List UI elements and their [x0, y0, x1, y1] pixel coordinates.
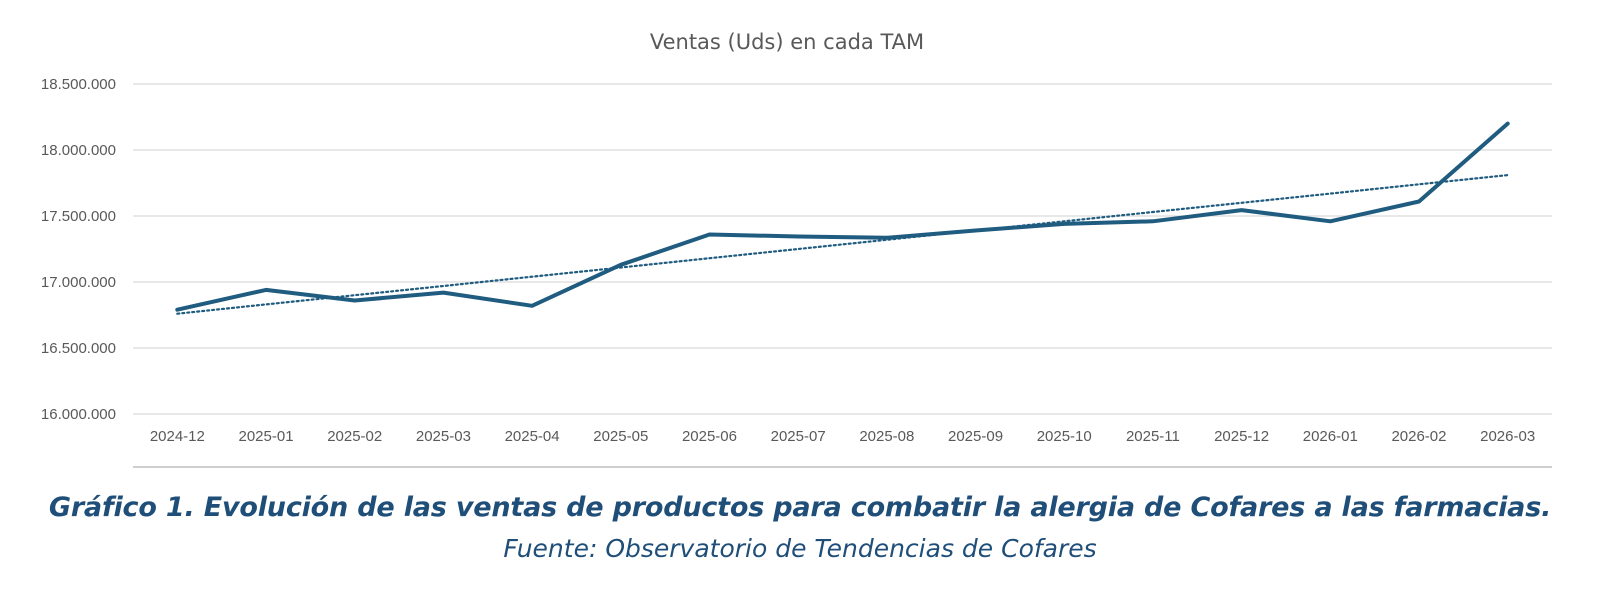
- y-tick-label: 17.000.000: [41, 274, 116, 291]
- x-tick-label: 2026-03: [1480, 428, 1535, 445]
- x-tick-label: 2025-01: [239, 428, 294, 445]
- data-point: [1328, 219, 1332, 223]
- x-tick-label: 2024-12: [150, 428, 205, 445]
- line-chart: Ventas (Uds) en cada TAM 16.000.000 16.50…: [41, 30, 1552, 468]
- x-tick-label: 2026-01: [1303, 428, 1358, 445]
- data-point: [1240, 208, 1244, 212]
- x-tick-label: 2025-08: [859, 428, 914, 445]
- x-tick-label: 2025-05: [593, 428, 648, 445]
- x-tick-label: 2026-02: [1391, 428, 1446, 445]
- x-tick-label: 2025-10: [1037, 428, 1092, 445]
- x-tick-label: 2025-12: [1214, 428, 1269, 445]
- chart-area: Ventas (Uds) en cada TAM 16.000.000 16.50…: [41, 30, 1552, 468]
- data-point: [264, 288, 268, 292]
- data-point: [707, 232, 711, 236]
- data-point: [441, 291, 445, 295]
- x-tick-label: 2025-06: [682, 428, 737, 445]
- x-tick-label: 2025-11: [1126, 428, 1180, 445]
- data-point: [1062, 222, 1066, 226]
- figure-caption-source: Fuente: Observatorio de Tendencias de Co…: [503, 534, 1097, 563]
- trendline: [176, 174, 1509, 315]
- data-point: [796, 234, 800, 238]
- data-point: [1506, 122, 1510, 126]
- data-point: [885, 236, 889, 240]
- y-axis-labels: 16.000.000 16.500.000 17.000.000 17.500.000…: [41, 76, 116, 423]
- x-tick-label: 2025-07: [771, 428, 826, 445]
- x-tick-label: 2025-03: [416, 428, 471, 445]
- sales-line: [175, 121, 1510, 312]
- y-tick-label: 18.500.000: [41, 76, 116, 93]
- x-tick-label: 2025-04: [505, 428, 560, 445]
- x-axis-labels: 2024-12 2025-01 2025-02 2025-03 2025-04 2025-…: [150, 428, 1535, 445]
- data-point: [175, 308, 179, 312]
- data-point: [530, 304, 534, 308]
- chart-title: Ventas (Uds) en cada TAM: [650, 30, 924, 54]
- y-tick-label: 17.500.000: [41, 208, 116, 225]
- data-point: [1417, 199, 1421, 203]
- data-point: [619, 263, 623, 267]
- y-tick-label: 18.000.000: [41, 142, 116, 159]
- gridlines: [133, 83, 1552, 415]
- data-point: [353, 298, 357, 302]
- x-tick-label: 2025-09: [948, 428, 1003, 445]
- x-tick-label: 2025-02: [327, 428, 382, 445]
- y-tick-label: 16.000.000: [41, 406, 116, 423]
- figure-caption-title: Gráfico 1. Evolución de las ventas de pr…: [48, 492, 1552, 523]
- data-point: [974, 229, 978, 233]
- data-point: [1151, 219, 1155, 223]
- y-tick-label: 16.500.000: [41, 340, 116, 357]
- series: [175, 121, 1510, 315]
